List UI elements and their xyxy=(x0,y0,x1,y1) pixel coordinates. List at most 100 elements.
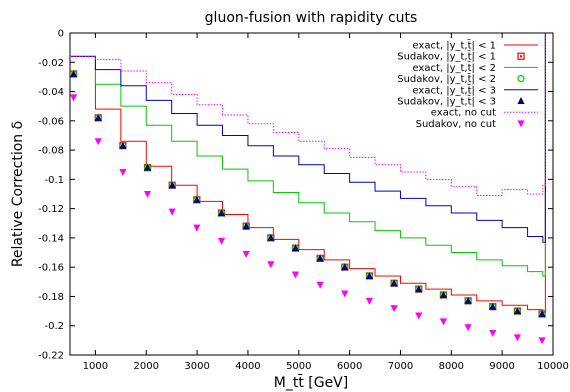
y-tick-label: -0.1 xyxy=(44,175,64,186)
y-tick-label: -0.08 xyxy=(38,146,64,157)
data-point xyxy=(341,290,349,298)
series-exact-y-t-t-1 xyxy=(70,33,546,314)
y-tick-label: -0.18 xyxy=(38,292,64,303)
legend-item: exact, |y_t,t̄| < 3 xyxy=(412,83,538,96)
y-tick-label: -0.16 xyxy=(38,263,64,274)
data-point xyxy=(242,251,250,259)
series-exact-y-t-t-2 xyxy=(70,33,546,277)
data-point xyxy=(69,94,78,102)
legend-label: Sudakov, |y_t,t̄| < 3 xyxy=(397,95,496,108)
legend-label: Sudakov, |y_t,t̄| < 1 xyxy=(397,50,496,63)
y-tick-label: -0.22 xyxy=(38,351,64,362)
data-point xyxy=(415,312,423,320)
data-point xyxy=(365,271,374,279)
data-point xyxy=(143,191,152,198)
legend-item: Sudakov, no cut xyxy=(416,119,525,130)
data-point xyxy=(193,195,201,203)
x-tick-label: 1000 xyxy=(83,361,108,372)
data-point xyxy=(365,297,374,305)
x-tick-label: 4000 xyxy=(235,361,260,372)
series-line xyxy=(70,33,546,196)
legend-swatch xyxy=(517,52,525,60)
legend-item: exact, no cut xyxy=(431,108,538,119)
data-point xyxy=(538,337,546,345)
data-point xyxy=(538,310,546,318)
series-line xyxy=(70,33,546,243)
legend-label: Sudakov, |y_t,t̄| < 2 xyxy=(397,72,496,85)
plot-area: 1000 2000 3000 4000 5000 6000 7000 8000 9000 1000… xyxy=(38,29,569,373)
data-point xyxy=(193,224,201,232)
data-point xyxy=(291,271,300,279)
data-point xyxy=(94,138,102,146)
legend-label: exact, no cut xyxy=(431,108,496,119)
series-sudakov-no-cut xyxy=(69,94,546,345)
data-point xyxy=(168,208,176,216)
y-tick-label: -0.12 xyxy=(38,204,64,215)
data-point xyxy=(316,281,324,289)
data-point xyxy=(267,261,275,269)
data-point xyxy=(489,302,497,310)
legend-item: Sudakov, |y_t,t̄| < 1 xyxy=(397,50,525,63)
data-point xyxy=(415,285,423,293)
x-tick-label: 3000 xyxy=(184,361,209,372)
data-point xyxy=(267,233,275,241)
series-sudakov-y-t-t-3 xyxy=(69,69,546,318)
legend-item: Sudakov, |y_t,t̄| < 3 xyxy=(397,95,525,108)
series-line xyxy=(70,33,546,277)
y-tick-label: -0.2 xyxy=(44,321,64,332)
data-point xyxy=(439,290,448,298)
x-tick-label: 6000 xyxy=(337,361,362,372)
axis-ticks: 1000 2000 3000 4000 5000 6000 7000 8000 9000 1000… xyxy=(38,29,569,373)
legend-item: exact, |y_t,t̄| < 2 xyxy=(412,61,538,74)
data-point xyxy=(439,318,448,326)
data-point xyxy=(464,324,472,332)
y-tick-label: -0.06 xyxy=(38,116,64,127)
x-tick-label: 8000 xyxy=(439,361,464,372)
legend-label: exact, |y_t,t̄| < 3 xyxy=(412,83,496,96)
data-point xyxy=(390,279,398,287)
y-tick-label: -0.02 xyxy=(38,58,64,69)
data-point xyxy=(168,181,176,189)
chart-title: gluon-fusion with rapidity cuts xyxy=(205,10,418,26)
data-point xyxy=(464,296,472,304)
y-tick-label: 0 xyxy=(58,29,64,40)
series-line xyxy=(70,33,546,314)
data-point xyxy=(119,169,127,177)
data-point xyxy=(341,263,349,271)
x-tick-label: 9000 xyxy=(489,361,514,372)
y-axis-title: Relative Correction δ xyxy=(10,121,26,267)
data-point xyxy=(513,334,522,342)
legend-swatch xyxy=(517,74,525,83)
data-point xyxy=(69,69,78,77)
series-layer xyxy=(69,33,546,345)
plot-frame xyxy=(69,32,554,356)
legend-label: Sudakov, no cut xyxy=(416,119,496,130)
series-exact-y-t-t-3 xyxy=(70,33,546,243)
legend-item: exact, |y_t,t̄| < 1 xyxy=(412,39,538,52)
series-exact-no-cut xyxy=(70,33,546,196)
legend-swatch xyxy=(517,120,525,128)
data-point xyxy=(217,237,226,245)
legend-label: exact, |y_t,t̄| < 2 xyxy=(412,61,496,74)
data-point xyxy=(316,254,324,262)
legend-item: Sudakov, |y_t,t̄| < 2 xyxy=(397,72,525,85)
x-tick-label: 10000 xyxy=(537,361,569,372)
x-tick-label: 2000 xyxy=(134,361,159,372)
legend-label: exact, |y_t,t̄| < 1 xyxy=(412,39,496,52)
data-point xyxy=(489,330,497,338)
y-tick-label: -0.04 xyxy=(38,87,64,98)
data-point xyxy=(217,209,226,217)
x-tick-label: 5000 xyxy=(286,361,311,372)
legend-swatch xyxy=(517,97,525,104)
data-point xyxy=(513,307,522,315)
data-point xyxy=(242,222,250,230)
data-point xyxy=(94,113,102,121)
y-tick-label: -0.14 xyxy=(38,233,64,244)
x-axis-title: M_tt̄ [GeV] xyxy=(274,373,348,391)
data-point xyxy=(119,141,127,149)
data-point xyxy=(390,305,398,313)
data-point xyxy=(143,163,152,171)
x-tick-label: 7000 xyxy=(388,361,413,372)
